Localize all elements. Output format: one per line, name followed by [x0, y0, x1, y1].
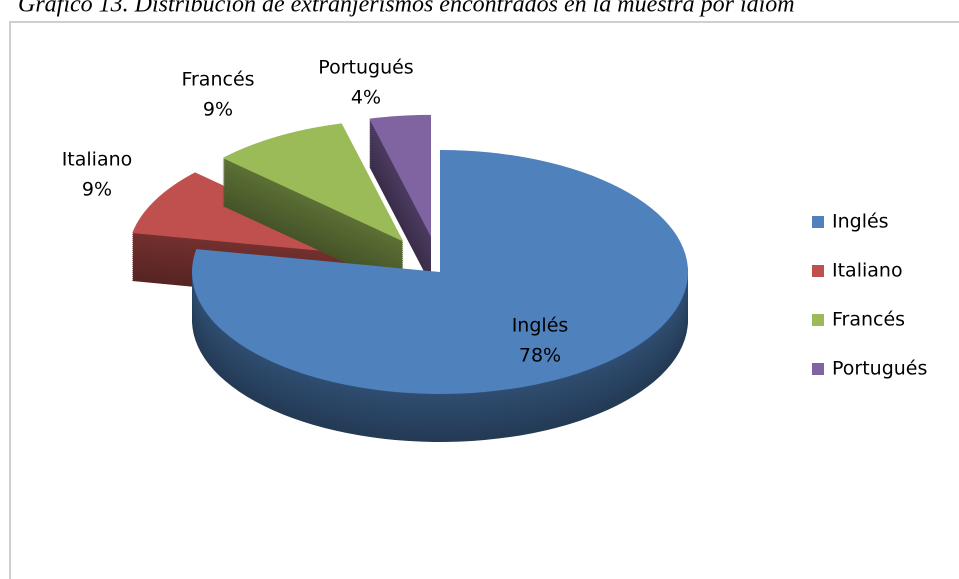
slice-value-label: 78% [519, 345, 561, 367]
slice [192, 150, 688, 394]
legend-swatch [812, 314, 824, 326]
legend-swatch [812, 265, 824, 277]
legend-label: Francés [832, 309, 905, 331]
slice-category-label: Francés [181, 69, 254, 91]
chart-title: Gráfico 13. Distribución de extranjerism… [18, 0, 795, 18]
slice-category-label: Italiano [62, 149, 133, 171]
slice-value-label: 4% [351, 87, 381, 109]
legend-swatch [812, 216, 824, 228]
legend-label: Portugués [832, 358, 927, 380]
slice-value-label: 9% [203, 99, 233, 121]
slice [369, 114, 431, 237]
legend-swatch [812, 363, 824, 375]
frame [9, 21, 959, 579]
legend-label: Italiano [832, 260, 903, 282]
legend-label: Inglés [832, 211, 889, 233]
slice-category-label: Inglés [512, 315, 569, 337]
slice-category-label: Portugués [318, 57, 413, 79]
slice [222, 123, 404, 242]
slice-value-label: 9% [82, 179, 112, 201]
